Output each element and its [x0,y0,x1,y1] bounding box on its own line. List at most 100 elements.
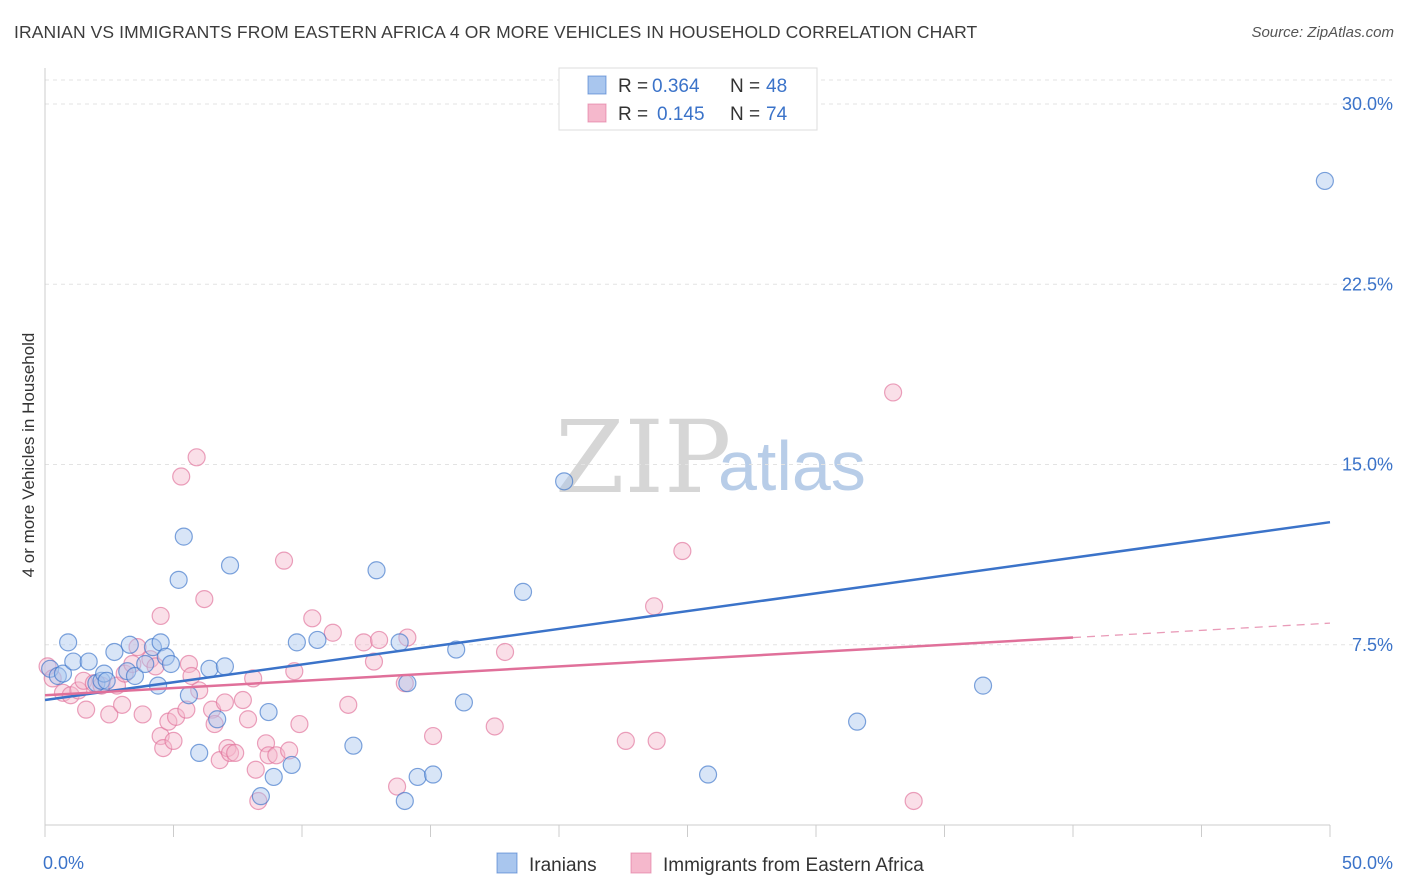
iranians-point-14 [136,654,155,674]
eastern-africa-point-24 [172,467,191,486]
eastern-africa-point-53 [354,633,373,652]
watermark-zip: ZIP [555,399,731,516]
eastern-africa-point-66 [883,383,903,402]
iranians-point-7 [92,671,111,690]
trend-lines [44,520,1331,702]
iranians-point-33 [308,630,327,650]
eastern-africa-point-50 [303,609,322,628]
eastern-africa-point-49 [290,714,309,734]
eastern-africa-trend-line [44,636,1074,697]
iranians-point-2 [53,664,73,683]
watermark-atlas: atlas [718,427,866,505]
eastern-africa-point-9 [100,705,119,724]
bottom-legend-swatch-iranians [496,852,518,874]
iranians-point-37 [398,674,417,693]
iranians-point-25 [208,710,227,729]
legend-r-label-1: R = [618,76,648,97]
iranians-point-44 [555,472,574,491]
eastern-africa-point-15 [133,705,152,724]
iranians-point-5 [79,652,98,671]
y-tick-label-2: 22.5% [1342,274,1393,294]
iranians-point-36 [390,633,409,652]
iranians-point-22 [179,686,199,705]
eastern-africa-point-41 [246,760,265,779]
eastern-africa-point-39 [238,710,258,729]
iranians-point-41 [447,640,466,659]
chart-title: IRANIAN VS IMMIGRANTS FROM EASTERN AFRIC… [14,22,978,42]
iranians-point-17 [151,633,170,652]
y-tick-label-3: 30.0% [1342,94,1393,114]
iranians-point-43 [513,582,533,601]
legend-n-label-1: N = [730,76,760,97]
eastern-africa-point-22 [164,731,183,750]
legend: R = 0.364 N = 48 R = 0.145 N = 74 [558,67,818,131]
eastern-africa-point-42 [249,791,268,811]
iranians-point-26 [215,657,234,676]
grid-lines [45,79,1392,646]
iranians-point-21 [174,527,193,546]
eastern-africa-point-55 [370,630,389,650]
legend-n-value-1: 48 [766,76,787,97]
eastern-africa-point-34 [215,693,234,712]
legend-r-value-2: 0.145 [657,104,705,125]
eastern-africa-point-20 [154,738,173,758]
legend-r-value-1: 0.364 [652,76,700,97]
eastern-africa-point-51 [323,623,342,642]
iranians-point-4 [64,652,83,671]
eastern-africa-point-6 [77,700,96,719]
iranians-point-29 [251,787,270,806]
bottom-legend-label-iranians: Iranians [529,855,597,876]
chart-source: Source: ZipAtlas.com [1251,24,1394,41]
iranians-point-40 [423,765,443,784]
eastern-africa-point-36 [220,743,240,763]
iranians-point-35 [367,561,386,580]
eastern-africa-point-38 [233,690,252,710]
legend-n-value-2: 74 [766,104,788,125]
eastern-africa-point-56 [387,777,407,796]
legend-n-label-2: N = [730,104,760,125]
bottom-legend-label-eastern-africa: Immigrants from Eastern Africa [663,855,924,876]
iranians-point-47 [973,676,993,695]
eastern-africa-point-59 [423,726,443,746]
iranians-point-42 [454,693,474,712]
iranians-point-31 [282,755,301,775]
iranians-point-20 [169,570,188,589]
eastern-africa-point-19 [151,606,170,626]
eastern-africa-point-67 [904,791,923,811]
eastern-africa-point-23 [166,707,186,726]
bottom-legend-swatch-eastern-africa [630,852,652,874]
iranians-point-23 [190,743,209,763]
iranians-point-34 [344,736,363,755]
iranians-point-38 [395,791,414,811]
iranians-point-28 [259,702,278,722]
eastern-africa-point-11 [112,695,132,714]
iranians-point-10 [105,642,124,662]
eastern-africa-point-54 [364,652,384,671]
iranians-point-3 [59,633,78,652]
iranians-point-24 [200,659,219,678]
eastern-africa-point-44 [259,746,278,765]
iranians-point-46 [848,712,867,731]
eastern-africa-point-63 [644,597,664,616]
iranians-point-48 [1315,171,1334,191]
iranians-point-13 [125,666,145,686]
eastern-africa-point-60 [485,717,504,736]
iranians-point-39 [408,767,427,787]
series-legend: Iranians Immigrants from Eastern Africa [496,852,924,876]
iranians-trend-line [44,520,1331,702]
legend-r-label-2: R = [618,104,648,125]
legend-swatch-eastern-africa [587,103,607,123]
eastern-africa-point-32 [205,714,224,734]
eastern-africa-point-46 [274,551,294,570]
eastern-africa-point-65 [673,541,692,561]
eastern-africa-point-28 [187,448,206,467]
iranians-point-45 [698,765,718,784]
tick-labels: 7.5% 15.0% 22.5% 30.0% 0.0% 50.0% [43,94,1393,873]
eastern-africa-trend-line-extension [1072,622,1331,639]
eastern-africa-point-62 [616,731,635,750]
y-tick-label-0: 7.5% [1352,635,1393,655]
iranians-point-9 [97,671,116,690]
iranians-point-30 [264,767,283,787]
eastern-africa-point-30 [195,589,214,609]
